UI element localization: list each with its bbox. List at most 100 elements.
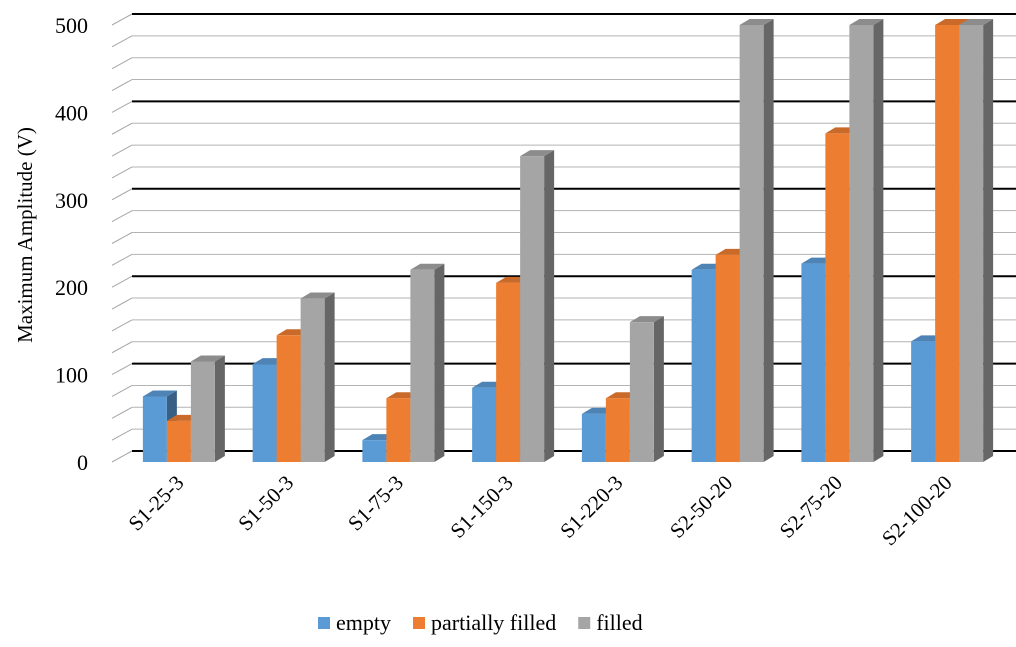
x-category-label: S2-100-20 [877, 471, 957, 551]
bars [142, 19, 994, 462]
x-axis-categories: S1-25-3 S1-50-3 S1-75-3 S1-150-3 S1-220-3 S2-… [124, 471, 957, 551]
legend: empty partially filled filled [318, 610, 643, 635]
bar-front [166, 420, 191, 462]
bar-front [629, 322, 654, 462]
y-tick-label: 100 [55, 363, 88, 388]
bar-top [300, 292, 335, 299]
y-tick-label: 0 [77, 450, 88, 475]
bar-front [911, 341, 936, 462]
gridline-diagonal [111, 275, 133, 288]
bar-top [629, 316, 664, 323]
bar-side [324, 292, 335, 462]
gridline-diagonal [111, 57, 133, 70]
bar-front [142, 396, 167, 462]
gridline-diagonal [111, 79, 133, 91]
x-category-label: S1-150-3 [445, 471, 517, 543]
gridline-diagonal [111, 406, 133, 419]
bar-front [581, 413, 606, 462]
bar-front [300, 298, 325, 462]
bar-side [214, 355, 225, 462]
bar-top [410, 263, 445, 270]
gridline-diagonal [111, 144, 133, 157]
bar-front [825, 133, 850, 462]
gridline-diagonal [111, 35, 133, 48]
gridline-diagonal [111, 166, 133, 179]
bar-side [983, 19, 994, 462]
bar-top [739, 19, 774, 25]
bar-front [849, 25, 874, 462]
y-tick-label: 200 [55, 275, 88, 300]
legend-label: filled [596, 610, 642, 635]
bar-filled [959, 19, 994, 462]
bar-filled [849, 19, 884, 462]
legend-label: partially filled [431, 610, 556, 635]
bar-front [472, 387, 497, 462]
bar-top [935, 19, 970, 25]
x-category-label: S1-220-3 [555, 471, 627, 543]
bar-top [142, 390, 177, 397]
bar-filled [190, 355, 225, 462]
legend-swatch [318, 617, 330, 629]
bar-filled [300, 292, 335, 462]
gridline-diagonal [111, 122, 133, 135]
bar-front [410, 269, 435, 462]
legend-label: empty [336, 610, 391, 635]
y-axis-title: Maximum Amplitude (V) [13, 127, 37, 343]
bar-front [496, 282, 521, 462]
bar-front [801, 263, 826, 462]
gridline-diagonal [111, 341, 133, 354]
y-tick-label: 400 [55, 100, 88, 125]
gridline-diagonal [111, 100, 133, 113]
bar-front [276, 335, 301, 462]
gridline-diagonal [111, 210, 133, 223]
gridline-diagonal [111, 232, 133, 244]
y-tick-label: 500 [55, 13, 88, 38]
bar-side [763, 19, 774, 462]
y-tick-label: 300 [55, 188, 88, 213]
gridline-diagonal [111, 428, 133, 441]
bar-side [873, 19, 884, 462]
bar-side [653, 316, 664, 462]
gridline-diagonal [111, 253, 133, 266]
y-axis-ticks: 0 100 200 300 400 500 [55, 13, 88, 475]
bar-top [190, 355, 225, 362]
bar-front [935, 25, 960, 462]
bar-filled [629, 316, 664, 462]
gridline-diagonal [111, 450, 133, 463]
gridline-diagonal [111, 297, 133, 310]
legend-item: filled [578, 610, 643, 635]
bar-front [605, 398, 630, 462]
bar-front [739, 25, 764, 462]
bar-front [691, 269, 716, 462]
gridline-diagonal [111, 188, 133, 201]
bar-top [849, 19, 884, 25]
gridline-diagonal [111, 13, 133, 26]
bar-side [434, 263, 445, 462]
x-category-label: S1-75-3 [343, 471, 408, 536]
x-category-label: S1-50-3 [233, 471, 298, 536]
bar-front [959, 25, 984, 462]
legend-item: partially filled [413, 610, 556, 635]
bar-front [190, 361, 215, 462]
bar-filled [739, 19, 774, 462]
legend-swatch [578, 617, 591, 629]
bar-front [362, 440, 387, 462]
bar-filled [410, 263, 445, 462]
x-category-label: S2-50-20 [665, 471, 737, 543]
bar-filled [520, 150, 555, 462]
bar-front [386, 398, 411, 462]
bar-front [520, 156, 545, 462]
gridline-diagonal [111, 363, 133, 376]
x-category-label: S2-75-20 [775, 471, 847, 543]
bar-top [520, 150, 555, 157]
legend-swatch [413, 617, 425, 629]
bar-front [715, 254, 740, 462]
bar-top [959, 19, 994, 25]
x-category-label: S1-25-3 [124, 471, 189, 536]
bar-front [252, 364, 277, 462]
legend-item: empty [318, 610, 391, 635]
gridline-diagonal [111, 385, 133, 397]
bar-side [544, 150, 555, 462]
